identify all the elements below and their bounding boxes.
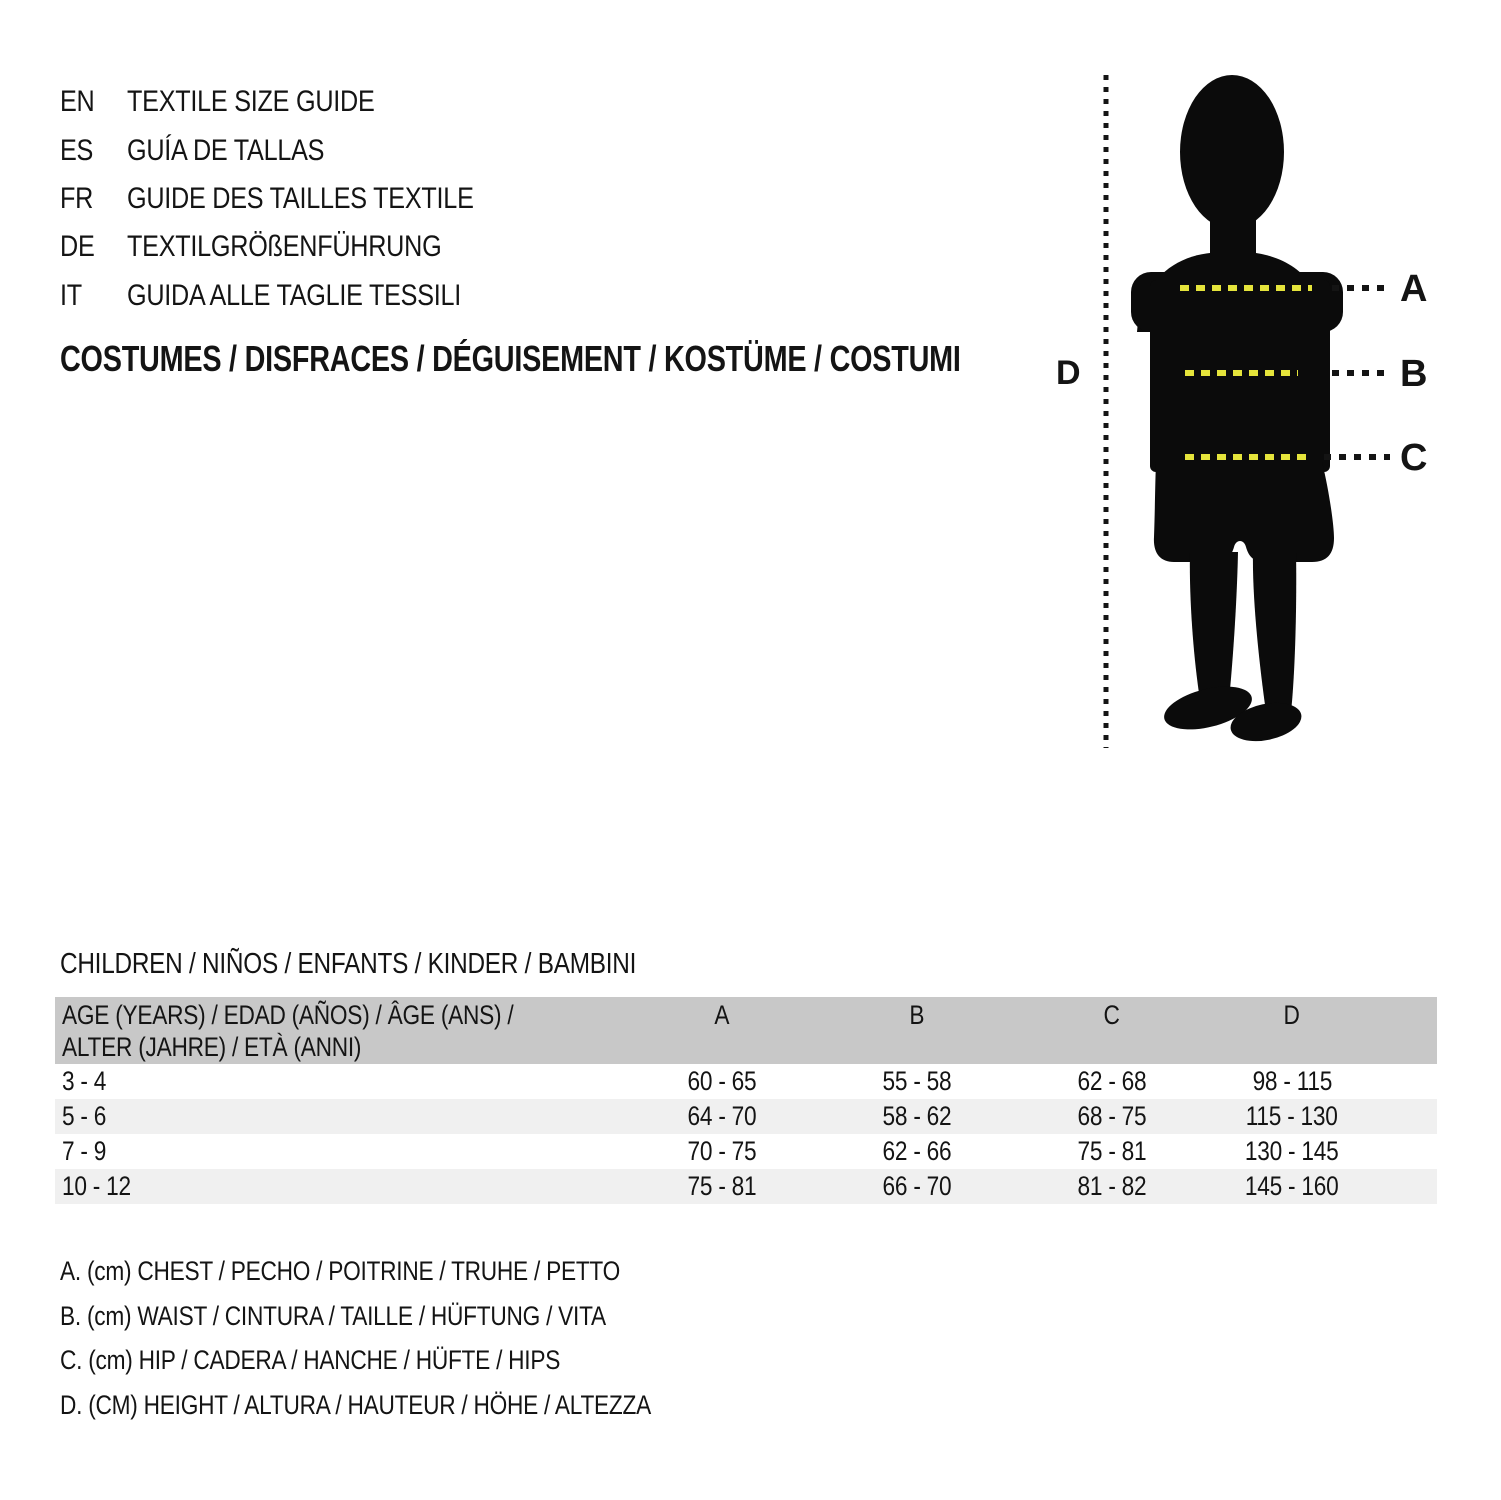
table-row: 10 - 12 75 - 81 66 - 70 81 - 82 145 - 16… <box>55 1169 1437 1204</box>
waist-label: B <box>1400 353 1427 395</box>
column-header-a: A <box>714 1000 730 1030</box>
language-code: ES <box>60 133 94 167</box>
silhouette-shorts <box>1153 462 1334 562</box>
column-header-d: D <box>1283 1000 1301 1030</box>
age-cell: 10 - 12 <box>62 1171 131 1201</box>
hip-label: C <box>1400 437 1427 479</box>
language-title: GUÍA DE TALLAS <box>127 133 325 167</box>
column-header-b: B <box>909 1000 924 1030</box>
silhouette-right-shoe <box>1230 702 1302 742</box>
size-table-header: AGE (YEARS) / EDAD (AÑOS) / ÂGE (ANS) / … <box>55 997 1437 1064</box>
age-column-header: AGE (YEARS) / EDAD (AÑOS) / ÂGE (ANS) / … <box>55 997 625 1063</box>
silhouette-left-leg <box>1189 552 1238 700</box>
hip-cell: 81 - 82 <box>1077 1171 1146 1201</box>
hip-cell: 75 - 81 <box>1077 1136 1146 1166</box>
language-code: DE <box>60 230 95 264</box>
waist-cell: 66 - 70 <box>882 1171 951 1201</box>
age-cell: 5 - 6 <box>62 1101 107 1131</box>
legend-item-height: D. (CM) HEIGHT / ALTURA / HAUTEUR / HÖHE… <box>60 1389 652 1420</box>
hip-cell: 62 - 68 <box>1077 1066 1146 1096</box>
language-row-es: ES GUÍA DE TALLAS <box>60 126 540 174</box>
age-header-line2: ALTER (JAHRE) / ETÀ (ANNI) <box>62 1032 362 1062</box>
age-cell: 7 - 9 <box>62 1136 107 1166</box>
legend-item-hip: C. (cm) HIP / CADERA / HANCHE / HÜFTE / … <box>60 1345 561 1375</box>
measurement-legend: A. (cm) CHEST / PECHO / POITRINE / TRUHE… <box>60 1249 764 1427</box>
measurement-figure: D A B C <box>1056 75 1427 748</box>
waist-cell: 55 - 58 <box>882 1066 951 1096</box>
language-code: EN <box>60 85 95 119</box>
table-row: 5 - 6 64 - 70 58 - 62 68 - 75 115 - 130 <box>55 1099 1437 1134</box>
silhouette-head <box>1180 75 1284 229</box>
chest-cell: 75 - 81 <box>687 1171 757 1201</box>
language-title: TEXTILGRÖßENFÜHRUNG <box>127 230 442 264</box>
silhouette-right-leg <box>1252 552 1297 712</box>
height-cell: 98 - 115 <box>1252 1066 1332 1096</box>
table-row: 3 - 4 60 - 65 55 - 58 62 - 68 98 - 115 <box>55 1064 1437 1099</box>
chest-cell: 60 - 65 <box>687 1066 757 1096</box>
child-silhouette <box>1131 75 1343 742</box>
size-table-title: CHILDREN / NIÑOS / ENFANTS / KINDER / BA… <box>60 948 637 980</box>
hip-cell: 68 - 75 <box>1077 1101 1146 1131</box>
language-title: GUIDA ALLE TAGLIE TESSILI <box>127 278 462 312</box>
height-label: D <box>1056 354 1081 392</box>
chest-cell: 64 - 70 <box>687 1101 757 1131</box>
language-row-de: DE TEXTILGRÖßENFÜHRUNG <box>60 223 540 271</box>
age-cell: 3 - 4 <box>62 1066 107 1096</box>
language-row-it: IT GUIDA ALLE TAGLIE TESSILI <box>60 272 540 320</box>
age-header-line1: AGE (YEARS) / EDAD (AÑOS) / ÂGE (ANS) / <box>62 1000 514 1030</box>
language-code: IT <box>60 278 82 312</box>
height-cell: 115 - 130 <box>1246 1101 1338 1131</box>
size-table: AGE (YEARS) / EDAD (AÑOS) / ÂGE (ANS) / … <box>55 997 1437 1204</box>
language-code: FR <box>60 181 94 215</box>
chest-label: A <box>1400 268 1427 310</box>
language-row-fr: FR GUIDE DES TAILLES TEXTILE <box>60 175 540 223</box>
language-list: EN TEXTILE SIZE GUIDE ES GUÍA DE TALLAS … <box>60 78 540 320</box>
legend-item-chest: A. (cm) CHEST / PECHO / POITRINE / TRUHE… <box>60 1256 621 1286</box>
category-title: COSTUMES / DISFRACES / DÉGUISEMENT / KOS… <box>60 338 961 379</box>
chest-cell: 70 - 75 <box>687 1136 757 1166</box>
language-row-en: EN TEXTILE SIZE GUIDE <box>60 78 540 126</box>
column-header-c: C <box>1103 1000 1120 1030</box>
silhouette-left-shoe <box>1164 686 1252 730</box>
legend-item-waist: B. (cm) WAIST / CINTURA / TAILLE / HÜFTU… <box>60 1300 606 1331</box>
waist-cell: 58 - 62 <box>882 1101 951 1131</box>
height-cell: 145 - 160 <box>1245 1171 1339 1201</box>
language-title: GUIDE DES TAILLES TEXTILE <box>127 181 474 215</box>
waist-cell: 62 - 66 <box>882 1136 951 1166</box>
height-cell: 130 - 145 <box>1245 1136 1339 1166</box>
language-title: TEXTILE SIZE GUIDE <box>127 85 375 119</box>
table-row: 7 - 9 70 - 75 62 - 66 75 - 81 130 - 145 <box>55 1134 1437 1169</box>
